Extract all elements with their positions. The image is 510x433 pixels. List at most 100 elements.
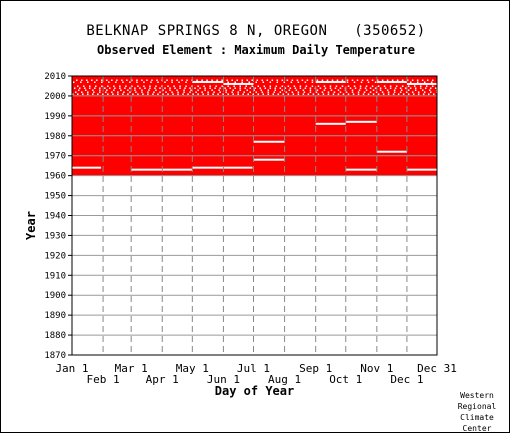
- missing-data-point: [85, 89, 87, 91]
- missing-data-point: [246, 79, 248, 81]
- missing-data-point: [206, 81, 208, 83]
- missing-data-point: [147, 91, 149, 93]
- missing-data-point: [197, 89, 199, 91]
- missing-data-point: [227, 81, 229, 83]
- missing-data-point: [384, 87, 387, 89]
- missing-data-point: [131, 85, 133, 87]
- missing-data-point: [369, 91, 372, 93]
- missing-data-point: [94, 87, 96, 89]
- missing-data-point: [351, 91, 354, 93]
- missing-data-point: [182, 93, 184, 95]
- missing-data-point: [399, 91, 402, 93]
- missing-data-point: [317, 85, 320, 87]
- missing-data-point: [276, 79, 279, 81]
- missing-data-point: [237, 93, 239, 95]
- missing-data-point: [197, 93, 199, 95]
- missing-data-point: [365, 89, 368, 91]
- missing-data-point: [359, 87, 362, 89]
- missing-data-point: [407, 93, 410, 95]
- missing-data-point: [414, 87, 417, 89]
- missing-data-point: [269, 85, 272, 87]
- missing-data-point: [215, 85, 217, 87]
- missing-data-point: [367, 93, 370, 95]
- missing-data-point: [261, 79, 264, 81]
- missing-data-point: [407, 89, 410, 91]
- missing-data-point: [351, 79, 354, 81]
- missing-data-point: [319, 87, 322, 89]
- missing-data-point: [81, 91, 83, 93]
- credit-line: Western: [460, 391, 494, 400]
- missing-data-point: [309, 89, 312, 91]
- missing-data-point: [397, 93, 400, 95]
- missing-data-point: [213, 81, 215, 83]
- missing-data-point: [293, 85, 296, 87]
- missing-data-point: [197, 85, 199, 87]
- missing-data-point: [102, 93, 104, 95]
- missing-data-point: [294, 87, 297, 89]
- missing-data-point: [199, 87, 201, 89]
- missing-data-point: [392, 93, 395, 95]
- missing-data-point: [357, 91, 360, 93]
- missing-data-point: [275, 85, 278, 87]
- missing-data-point: [386, 79, 389, 81]
- missing-data-point: [423, 81, 426, 83]
- missing-data-point: [239, 85, 241, 87]
- missing-data-point: [375, 91, 378, 93]
- missing-data-point: [207, 93, 209, 95]
- missing-data-point: [334, 87, 337, 89]
- x-tick-label: Jan 1: [55, 362, 88, 375]
- missing-data-point: [364, 87, 367, 89]
- x-tick-label: Jul 1: [237, 362, 270, 375]
- missing-data-point: [347, 85, 350, 87]
- missing-data-point: [99, 87, 101, 89]
- missing-data-point: [169, 87, 171, 89]
- missing-data-point: [142, 93, 144, 95]
- credit-line: Center: [462, 424, 492, 433]
- x-axis-label: Day of Year: [215, 384, 294, 398]
- missing-data-point: [219, 91, 221, 93]
- missing-data-point: [157, 93, 159, 95]
- missing-data-point: [299, 85, 302, 87]
- missing-data-point: [267, 89, 270, 91]
- missing-data-point: [429, 87, 432, 89]
- missing-data-point: [267, 93, 270, 95]
- missing-data-segment: [131, 168, 193, 171]
- missing-data-point: [254, 87, 256, 89]
- missing-data-point: [304, 81, 307, 83]
- missing-data-point: [315, 91, 318, 93]
- missing-data-point: [411, 79, 414, 81]
- missing-data-point: [369, 87, 372, 89]
- missing-data-point: [107, 85, 109, 87]
- missing-data-point: [207, 91, 209, 93]
- missing-data-point: [402, 93, 405, 95]
- missing-data-point: [404, 87, 407, 89]
- missing-data-point: [239, 87, 241, 89]
- missing-data-point: [261, 91, 264, 93]
- missing-data-point: [148, 89, 150, 91]
- missing-data-point: [383, 85, 386, 87]
- y-tick-label: 1930: [44, 231, 66, 241]
- missing-data-point: [401, 79, 404, 81]
- missing-data-point: [395, 81, 398, 83]
- missing-data-point: [374, 81, 377, 83]
- missing-data-point: [114, 87, 116, 89]
- missing-data-point: [332, 93, 335, 95]
- missing-data-point: [169, 89, 171, 91]
- missing-data-point: [283, 81, 286, 83]
- missing-data-point: [99, 91, 101, 93]
- missing-data-point: [434, 87, 437, 89]
- missing-data-point: [349, 87, 352, 89]
- missing-data-point: [424, 87, 427, 89]
- missing-data-point: [152, 93, 154, 95]
- missing-data-point: [129, 87, 131, 89]
- missing-data-point: [232, 89, 234, 91]
- missing-data-point: [155, 89, 157, 91]
- missing-data-point: [80, 81, 82, 83]
- missing-data-point: [89, 85, 91, 87]
- missing-data-point: [95, 85, 97, 87]
- y-axis-label: Year: [24, 211, 38, 240]
- missing-data-point: [381, 79, 384, 81]
- missing-data-segment: [253, 140, 285, 143]
- missing-data-point: [92, 89, 94, 91]
